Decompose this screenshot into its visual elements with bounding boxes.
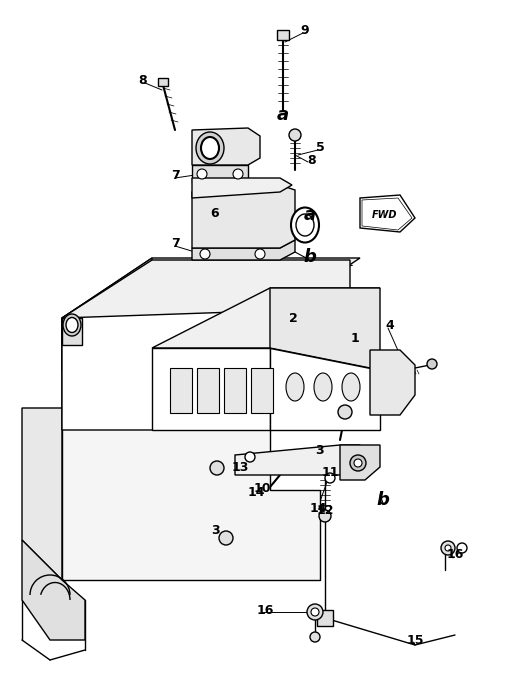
Polygon shape [192,178,292,198]
Bar [317,610,333,626]
Text: a: a [304,206,316,224]
Text: 8: 8 [138,74,147,87]
Ellipse shape [314,373,332,401]
Ellipse shape [201,137,219,159]
Text: 6: 6 [211,207,219,220]
Circle shape [200,249,210,259]
Text: 8: 8 [308,153,316,166]
Text: 13: 13 [231,460,249,473]
Text: 4: 4 [386,319,394,332]
Polygon shape [270,288,380,370]
Polygon shape [360,195,415,232]
Text: 7: 7 [171,168,179,181]
Ellipse shape [291,207,319,243]
Text: 14: 14 [309,502,327,515]
Polygon shape [62,318,270,408]
Polygon shape [340,445,380,480]
Circle shape [245,452,255,462]
Circle shape [354,459,362,467]
Text: FWD: FWD [372,210,398,220]
Text: 7: 7 [171,236,179,249]
Polygon shape [192,185,295,248]
Ellipse shape [296,214,314,236]
Polygon shape [270,348,380,430]
Circle shape [445,545,451,551]
Polygon shape [152,348,270,430]
Circle shape [197,169,207,179]
Text: 9: 9 [300,23,309,36]
Circle shape [307,604,323,620]
Text: 12: 12 [316,504,334,517]
Circle shape [233,169,243,179]
Polygon shape [192,240,295,260]
Bar [277,30,289,40]
Circle shape [219,531,233,545]
Ellipse shape [63,314,81,336]
Polygon shape [62,308,350,430]
Text: 1: 1 [351,332,359,344]
Text: b: b [377,491,389,509]
Circle shape [255,249,265,259]
Polygon shape [192,128,260,165]
Polygon shape [224,368,246,413]
Text: 10: 10 [253,482,271,495]
Circle shape [311,608,319,616]
Text: 15: 15 [406,633,424,646]
Polygon shape [22,540,85,640]
Bar [158,78,168,86]
Text: b: b [304,248,316,266]
Circle shape [441,541,455,555]
Circle shape [457,543,467,553]
Text: 16: 16 [257,603,274,616]
Circle shape [338,405,352,419]
Text: a: a [277,106,289,124]
Text: 3: 3 [316,444,324,456]
Text: 11: 11 [321,466,339,479]
Circle shape [210,461,224,475]
Ellipse shape [66,317,78,333]
Polygon shape [62,258,152,408]
Polygon shape [197,368,219,413]
Ellipse shape [196,132,224,164]
Ellipse shape [342,373,360,401]
Text: 16: 16 [446,548,463,561]
Circle shape [310,632,320,642]
Polygon shape [62,260,350,370]
Circle shape [350,455,366,471]
Polygon shape [192,165,248,183]
Circle shape [319,510,331,522]
Circle shape [289,129,301,141]
Polygon shape [62,318,82,345]
Text: 2: 2 [289,311,297,324]
Polygon shape [251,368,273,413]
Text: 14: 14 [247,486,265,499]
Polygon shape [235,445,360,475]
Polygon shape [152,288,380,348]
Ellipse shape [286,373,304,401]
Circle shape [427,359,437,369]
Circle shape [325,473,335,483]
Text: 5: 5 [316,141,324,153]
Polygon shape [62,408,320,580]
Polygon shape [370,350,415,415]
Polygon shape [22,408,62,580]
Polygon shape [62,258,360,318]
Polygon shape [170,368,192,413]
Text: 3: 3 [211,523,219,537]
